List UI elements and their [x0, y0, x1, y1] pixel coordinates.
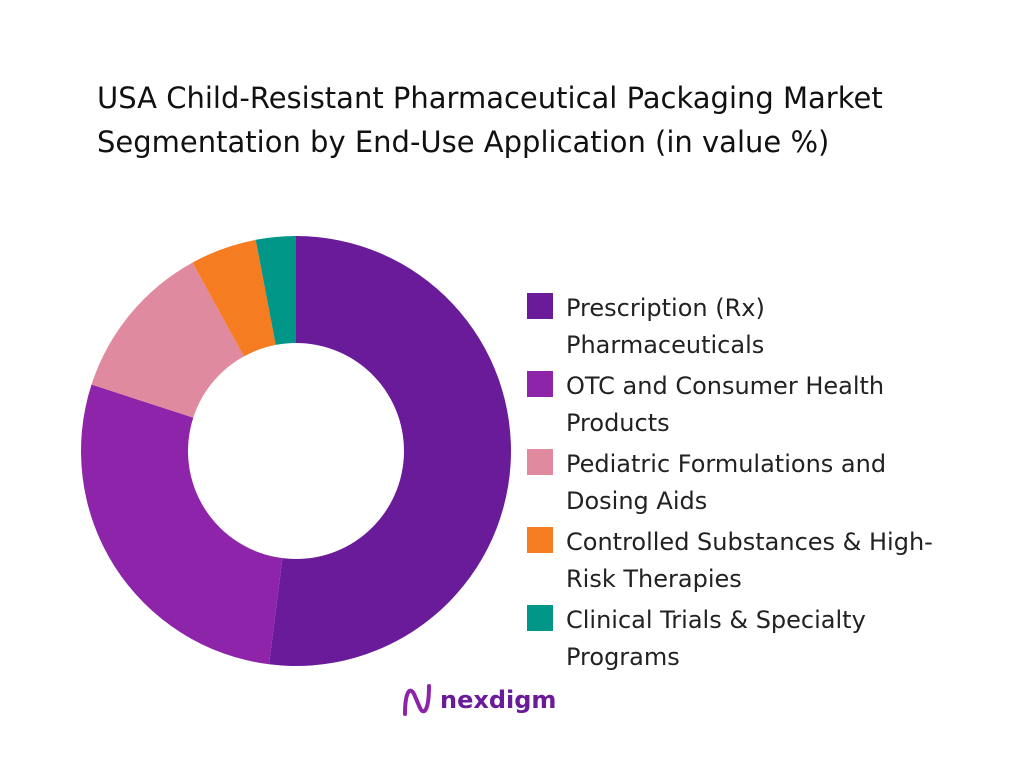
legend-swatch — [527, 605, 553, 631]
legend-item: Pediatric Formulations and Dosing Aids — [527, 446, 967, 520]
legend-swatch — [527, 293, 553, 319]
legend-swatch — [527, 371, 553, 397]
legend-item: Prescription (Rx) Pharmaceuticals — [527, 290, 967, 364]
legend-label: Prescription (Rx) Pharmaceuticals — [566, 294, 765, 359]
legend: Prescription (Rx) Pharmaceuticals OTC and… — [527, 290, 967, 680]
donut-slice-2 — [91, 262, 244, 418]
legend-swatch — [527, 449, 553, 475]
chart-title: USA Child-Resistant Pharmaceutical Packa… — [97, 81, 883, 159]
legend-label: OTC and Consumer Health Products — [566, 372, 885, 437]
legend-label: Pediatric Formulations and Dosing Aids — [566, 450, 887, 515]
legend-label: Controlled Substances & High-Risk Therap… — [566, 528, 933, 593]
donut-slice-4 — [255, 236, 296, 345]
legend-label: Clinical Trials & Specialty Programs — [566, 606, 866, 671]
legend-swatch — [527, 527, 553, 553]
legend-item: OTC and Consumer Health Products — [527, 368, 967, 442]
logo-text: nexdigm — [440, 686, 557, 714]
nexdigm-logo: nexdigm — [402, 682, 556, 718]
legend-item: Clinical Trials & Specialty Programs — [527, 602, 967, 676]
donut-slice-1 — [80, 384, 283, 665]
donut-slice-3 — [192, 239, 276, 357]
nexdigm-logo-icon — [403, 684, 431, 716]
donut-slice-0 — [269, 236, 511, 666]
legend-item: Controlled Substances & High-Risk Therap… — [527, 524, 967, 598]
